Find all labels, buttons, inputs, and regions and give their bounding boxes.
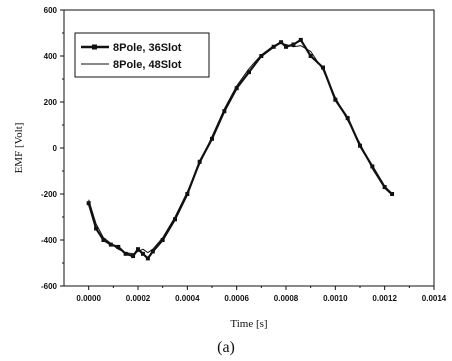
series-1-point xyxy=(279,40,284,45)
legend-marker-series-1 xyxy=(92,44,97,50)
series-1-point xyxy=(382,185,387,190)
series-1-point xyxy=(150,249,155,254)
series-1-point xyxy=(185,192,190,196)
series-1-point xyxy=(116,244,121,249)
series-1-point xyxy=(140,251,145,256)
x-tick-label: 0.0002 xyxy=(126,294,151,303)
series-1-point xyxy=(291,42,296,47)
x-tick-label: 0.0000 xyxy=(76,294,101,303)
series-1-point xyxy=(210,136,214,141)
series-1-point xyxy=(247,70,251,75)
series-line-2 xyxy=(88,42,393,255)
x-tick-label: 0.0008 xyxy=(274,294,299,303)
series-1-point xyxy=(108,242,113,247)
series-1-point xyxy=(222,109,227,114)
y-tick-label: 600 xyxy=(44,6,58,15)
series-1-point xyxy=(284,44,288,49)
series-1-point xyxy=(94,226,99,231)
series-1-point xyxy=(173,217,177,222)
series-1-point xyxy=(271,44,276,49)
series-1-point xyxy=(86,201,91,206)
series-1-point xyxy=(358,143,362,148)
legend: 8Pole, 36Slot 8Pole, 48Slot xyxy=(74,32,210,78)
legend-label-series-1: 8Pole, 36Slot xyxy=(113,42,182,54)
series-1-point xyxy=(101,238,106,242)
series-1-point xyxy=(370,164,375,169)
y-tick-label: -600 xyxy=(41,282,58,291)
series-1-point xyxy=(390,192,395,196)
series-1-point xyxy=(234,86,239,91)
legend-label-series-2: 8Pole, 48Slot xyxy=(113,59,182,71)
series-1-point xyxy=(345,116,350,121)
y-axis-ticks: -600 -400 -200 0 200 400 600 xyxy=(41,6,64,291)
series-1-point xyxy=(160,238,165,242)
series-1-point xyxy=(333,97,338,102)
legend-box xyxy=(74,32,210,78)
x-tick-label: 0.0010 xyxy=(323,294,348,303)
series-1-point xyxy=(145,256,150,261)
y-tick-label: -200 xyxy=(41,190,58,199)
series-1-point xyxy=(123,251,128,256)
x-axis-ticks: 0.0000 0.0002 0.0004 0.0006 0.0008 0.0010 0.00… xyxy=(76,286,447,303)
y-axis-title: EMF [Volt] xyxy=(13,123,25,174)
y-tick-label: 0 xyxy=(53,144,58,153)
y-tick-label: 200 xyxy=(44,98,58,107)
y-tick-label: 400 xyxy=(44,52,58,61)
series-1-point xyxy=(308,54,313,58)
series-1-point xyxy=(298,37,303,42)
x-tick-label: 0.0012 xyxy=(372,294,397,303)
x-tick-label: 0.0004 xyxy=(175,294,200,303)
series-1-point xyxy=(131,254,136,259)
series-1-point xyxy=(197,159,202,164)
x-axis-title: Time [s] xyxy=(230,318,267,330)
figure-caption: (a) xyxy=(217,339,235,356)
series-1-point xyxy=(136,247,140,252)
y-tick-label: -400 xyxy=(41,236,58,245)
series-1-point xyxy=(259,54,264,58)
x-tick-label: 0.0014 xyxy=(422,294,447,303)
series-1-point xyxy=(321,65,325,70)
series-layer xyxy=(86,37,395,261)
x-tick-label: 0.0006 xyxy=(224,294,249,303)
